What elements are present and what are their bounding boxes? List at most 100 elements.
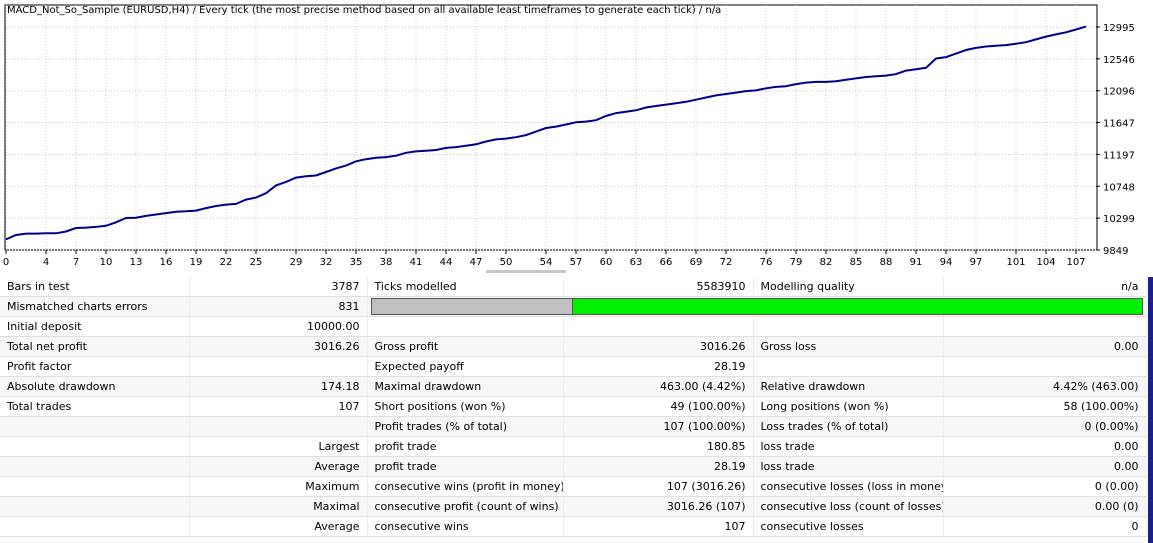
report-label: Ticks modelled xyxy=(367,277,564,297)
pane-splitter[interactable] xyxy=(486,270,566,273)
report-value: 0 (0.00%) xyxy=(943,416,1147,437)
report-value: 107 xyxy=(189,396,368,417)
x-tick-label: 0 xyxy=(3,257,9,268)
report-label: profit trade xyxy=(367,436,564,457)
report-row: Average profit trade 28.19 loss trade 0.00 xyxy=(0,456,1147,477)
modelling-quality-bar-gray xyxy=(371,299,573,314)
report-value: 0.00 xyxy=(943,336,1147,357)
report-label: consecutive losses xyxy=(753,516,944,537)
x-tick-label: 16 xyxy=(160,257,173,268)
report-label: Total net profit xyxy=(0,336,190,357)
report-label: consecutive wins (profit in money) xyxy=(367,476,564,497)
report-label: Long positions (won %) xyxy=(753,396,944,417)
report-label: Profit trades (% of total) xyxy=(367,416,564,437)
report-value: 0.00 xyxy=(943,436,1147,457)
report-value: Largest xyxy=(189,436,368,457)
report-value: 58 (100.00%) xyxy=(943,396,1147,417)
report-label: Gross profit xyxy=(367,336,564,357)
x-tick-label: 76 xyxy=(760,257,773,268)
x-tick-label: 85 xyxy=(850,257,863,268)
report-label: consecutive losses (loss in money) xyxy=(753,476,944,497)
x-tick-label: 69 xyxy=(690,257,703,268)
x-tick-label: 60 xyxy=(600,257,613,268)
x-tick-label: 38 xyxy=(380,257,393,268)
report-row: Maximum consecutive wins (profit in money… xyxy=(0,476,1147,497)
x-tick-label: 57 xyxy=(570,257,583,268)
x-tick-label: 10 xyxy=(100,257,113,268)
x-tick-label: 97 xyxy=(970,257,983,268)
report-value: Maximal xyxy=(189,496,368,517)
report-label xyxy=(0,416,190,437)
x-tick-label: 47 xyxy=(470,257,483,268)
x-tick-label: 82 xyxy=(820,257,833,268)
report-value: 5583910 xyxy=(563,277,754,297)
y-tick-label: 11197 xyxy=(1103,150,1135,161)
x-tick-label: 91 xyxy=(910,257,923,268)
report-value: 49 (100.00%) xyxy=(563,396,754,417)
report-value: 107 xyxy=(563,516,754,537)
report-row: Mismatched charts errors 831 xyxy=(0,296,1147,317)
x-tick-label: 41 xyxy=(410,257,423,268)
x-tick-label: 7 xyxy=(73,257,79,268)
report-value: 3016.26 xyxy=(563,336,754,357)
report-label: consecutive wins xyxy=(367,516,564,537)
report-value: 3016.26 (107) xyxy=(563,496,754,517)
report-label: Relative drawdown xyxy=(753,376,944,397)
report-value: 0 xyxy=(943,516,1147,537)
report-value: 107 (3016.26) xyxy=(563,476,754,497)
report-label: Mismatched charts errors xyxy=(0,296,190,317)
modelling-quality-bar-cell xyxy=(367,296,1147,317)
report-row: Initial deposit 10000.00 xyxy=(0,316,1147,337)
report-label: Profit factor xyxy=(0,356,190,377)
report-label: Short positions (won %) xyxy=(367,396,564,417)
report-value: 0.00 (0) xyxy=(943,496,1147,517)
modelling-quality-bar xyxy=(370,298,1143,315)
report-value xyxy=(189,356,368,377)
x-tick-label: 107 xyxy=(1066,257,1085,268)
report-row: Total net profit 3016.26 Gross profit 3016.… xyxy=(0,336,1147,357)
x-tick-label: 32 xyxy=(320,257,333,268)
report-value: 107 (100.00%) xyxy=(563,416,754,437)
report-value: 180.85 xyxy=(563,436,754,457)
x-tick-label: 72 xyxy=(720,257,733,268)
report-label xyxy=(753,316,944,337)
report-label xyxy=(0,436,190,457)
x-tick-label: 25 xyxy=(250,257,263,268)
report-label: loss trade xyxy=(753,436,944,457)
x-tick-label: 13 xyxy=(130,257,143,268)
report-label: Modelling quality xyxy=(753,277,944,297)
report-value xyxy=(189,416,368,437)
x-tick-label: 4 xyxy=(43,257,49,268)
y-tick-label: 12096 xyxy=(1103,87,1135,98)
y-tick-label: 12546 xyxy=(1103,55,1135,66)
x-tick-label: 19 xyxy=(190,257,203,268)
x-tick-label: 50 xyxy=(500,257,513,268)
x-tick-label: 79 xyxy=(790,257,803,268)
x-tick-label: 35 xyxy=(350,257,363,268)
report-row: Profit factor Expected payoff 28.19 xyxy=(0,356,1147,377)
x-tick-label: 66 xyxy=(660,257,673,268)
report-value: 28.19 xyxy=(563,356,754,377)
report-value xyxy=(943,356,1147,377)
y-tick-label: 10299 xyxy=(1103,214,1135,225)
report-value: 3016.26 xyxy=(189,336,368,357)
x-tick-label: 44 xyxy=(440,257,453,268)
report-table: Bars in test 3787 Ticks modelled 5583910 Mod… xyxy=(0,277,1147,543)
report-value: 174.18 xyxy=(189,376,368,397)
report-row: Maximal consecutive profit (count of wins… xyxy=(0,496,1147,517)
report-label: Gross loss xyxy=(753,336,944,357)
report-row: Bars in test 3787 Ticks modelled 5583910 Mod… xyxy=(0,277,1147,297)
y-tick-label: 10748 xyxy=(1103,182,1135,193)
x-tick-label: 29 xyxy=(290,257,303,268)
report-row: Average consecutive wins 107 consecutive lo… xyxy=(0,516,1147,537)
x-tick-label: 63 xyxy=(630,257,643,268)
chart-title: MACD_Not_So_Sample (EURUSD,H4) / Every t… xyxy=(7,5,722,16)
report-value: Maximum xyxy=(189,476,368,497)
y-tick-label: 11647 xyxy=(1103,119,1135,130)
window-edge xyxy=(1148,277,1153,543)
report-value: Average xyxy=(189,516,368,537)
report-label: consecutive profit (count of wins) xyxy=(367,496,564,517)
report-row: Absolute drawdown 174.18 Maximal drawdown 4… xyxy=(0,376,1147,397)
y-tick-label: 9849 xyxy=(1103,246,1128,257)
balance-line xyxy=(5,25,1087,241)
